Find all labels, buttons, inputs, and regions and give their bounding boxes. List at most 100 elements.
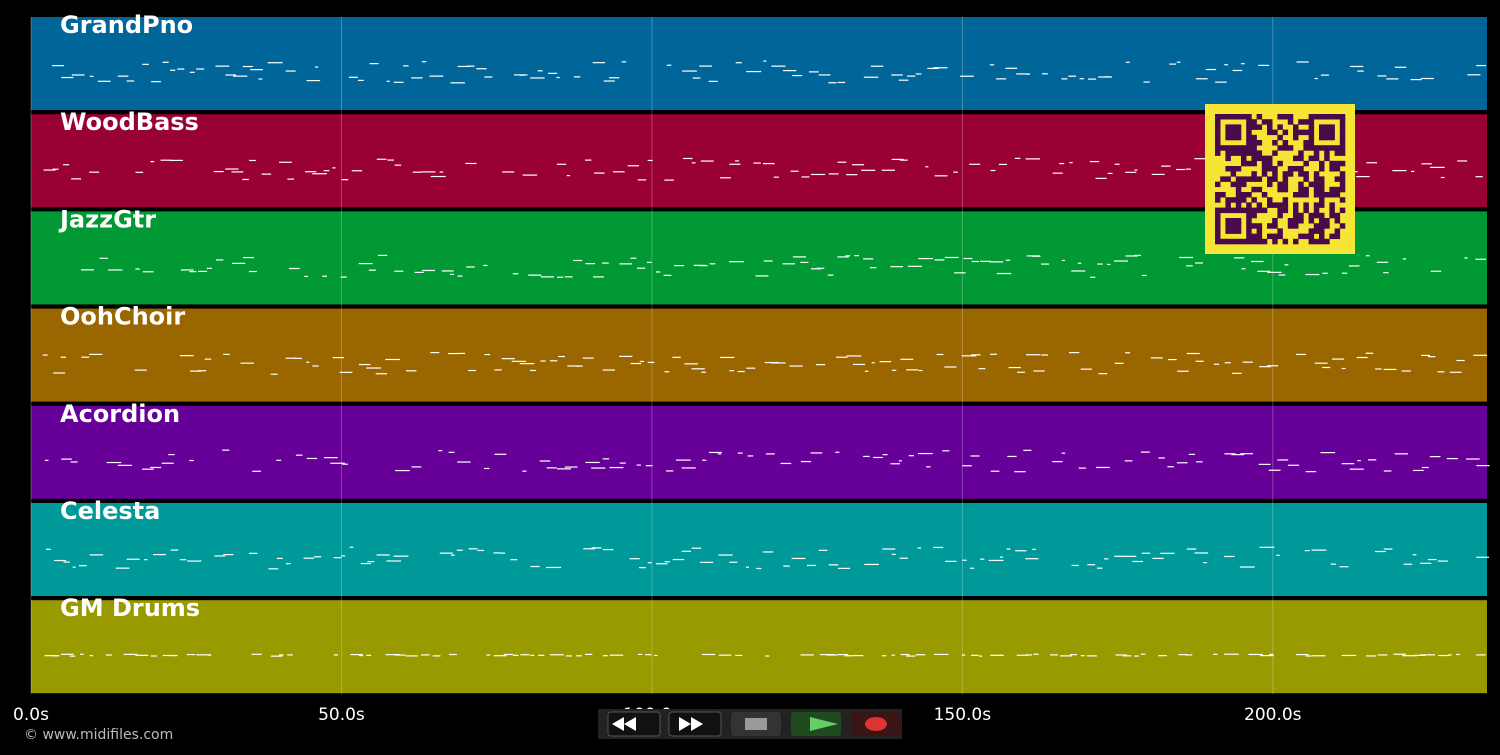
qr-module <box>1308 238 1315 245</box>
qr-module <box>1230 218 1237 224</box>
qr-module <box>1256 238 1263 245</box>
qr-module <box>1319 238 1325 245</box>
track-lane <box>31 600 1487 694</box>
qr-module <box>1230 150 1237 156</box>
qr-module <box>1220 238 1226 245</box>
qr-module <box>1230 207 1237 214</box>
qr-module <box>1282 140 1289 146</box>
qr-module <box>1324 124 1330 130</box>
qr-module <box>1235 186 1242 193</box>
qr-module <box>1267 129 1273 136</box>
qr-module <box>1256 114 1263 120</box>
qr-module <box>1235 166 1242 172</box>
qr-module <box>1225 150 1231 156</box>
notes <box>42 352 1487 375</box>
qr-module <box>1267 124 1273 130</box>
qr-module <box>1225 176 1231 182</box>
qr-module <box>1246 119 1252 125</box>
rewind-button[interactable] <box>607 711 661 737</box>
qr-module <box>1303 192 1309 198</box>
track-name: GM Drums <box>60 594 200 622</box>
qr-module <box>1246 145 1252 151</box>
qr-module <box>1220 114 1226 120</box>
qr-module <box>1334 212 1341 219</box>
qr-module <box>1329 212 1335 219</box>
qr-module <box>1329 233 1335 240</box>
qr-module <box>1339 186 1346 193</box>
qr-module <box>1251 197 1257 203</box>
qr-module <box>1277 124 1283 130</box>
qr-module <box>1277 114 1283 120</box>
qr-module <box>1261 238 1268 245</box>
qr-module <box>1339 171 1346 177</box>
qr-module <box>1319 202 1325 208</box>
qr-module <box>1225 166 1231 172</box>
qr-module <box>1230 238 1237 245</box>
qr-module <box>1287 218 1294 224</box>
qr-module <box>1246 202 1252 208</box>
qr-module <box>1235 192 1242 198</box>
qr-module <box>1308 145 1315 151</box>
qr-module <box>1251 223 1257 229</box>
qr-module <box>1313 212 1320 219</box>
qr-module <box>1319 176 1325 182</box>
qr-module <box>1246 192 1252 198</box>
qr-module <box>1319 228 1325 234</box>
qr-module <box>1334 192 1341 198</box>
qr-module <box>1319 186 1325 193</box>
qr-module <box>1256 228 1263 234</box>
qr-module <box>1329 207 1335 214</box>
qr-module <box>1215 134 1221 141</box>
qr-module <box>1313 176 1320 182</box>
qr-module <box>1235 207 1242 214</box>
qr-module <box>1324 218 1330 224</box>
icon <box>745 718 767 730</box>
qr-module <box>1261 166 1268 172</box>
credit: © www.midifiles.com <box>24 727 173 743</box>
qr-module <box>1267 223 1273 229</box>
qr-module <box>1329 124 1335 130</box>
qr-module <box>1230 124 1237 130</box>
qr-module <box>1235 202 1242 208</box>
qr-module <box>1298 129 1304 136</box>
qr-module <box>1241 114 1247 120</box>
qr-module <box>1313 171 1320 177</box>
qr-module <box>1298 171 1304 177</box>
qr-module <box>1246 218 1252 224</box>
qr-module <box>1308 119 1315 125</box>
qr-module <box>1235 218 1242 224</box>
qr-module <box>1319 145 1325 151</box>
qr-module <box>1334 176 1341 182</box>
track-name: WoodBass <box>60 108 199 136</box>
qr-module <box>1339 145 1346 151</box>
qr-module <box>1298 186 1304 193</box>
qr-module <box>1293 192 1299 198</box>
qr-module <box>1303 233 1309 240</box>
qr-module <box>1251 160 1257 167</box>
qr-module <box>1230 129 1237 136</box>
qr-module <box>1215 124 1221 130</box>
qr-module <box>1251 134 1257 141</box>
qr-module <box>1251 155 1257 162</box>
qr-module <box>1319 192 1325 198</box>
qr-module <box>1256 233 1263 240</box>
qr-module <box>1329 129 1335 136</box>
qr-module <box>1251 124 1257 130</box>
forward-button[interactable] <box>668 711 722 737</box>
qr-module <box>1324 145 1330 151</box>
qr-module <box>1303 207 1309 214</box>
record-button[interactable] <box>851 712 901 736</box>
play-button[interactable] <box>791 712 841 736</box>
qr-module <box>1319 166 1325 172</box>
qr-module <box>1303 140 1309 146</box>
qr-module <box>1293 238 1299 245</box>
qr-module <box>1246 238 1252 245</box>
qr-module <box>1215 181 1221 188</box>
track-lane <box>31 308 1487 402</box>
qr-module <box>1241 181 1247 188</box>
qr-module <box>1298 155 1304 162</box>
qr-module <box>1287 223 1294 229</box>
stop-button[interactable] <box>731 712 781 736</box>
qr-module <box>1277 228 1283 234</box>
qr-module <box>1235 145 1242 151</box>
